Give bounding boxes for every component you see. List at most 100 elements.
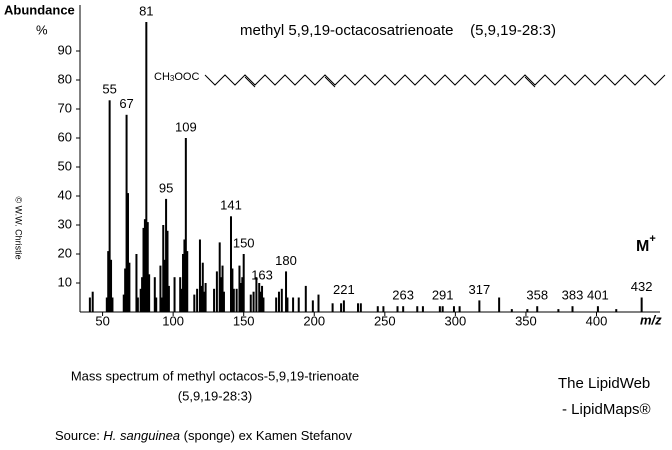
peak xyxy=(249,294,252,312)
peak xyxy=(203,291,206,312)
source: Source: H. sanguinea (sponge) ex Kamen S… xyxy=(55,428,353,443)
source-species: H. sanguinea xyxy=(103,428,180,443)
peak xyxy=(416,306,419,312)
y-tick-label: 80 xyxy=(58,71,72,86)
peak xyxy=(275,297,278,312)
peak xyxy=(231,268,234,312)
source-text: (sponge) ex Kamen Stefanov xyxy=(180,428,352,443)
peak xyxy=(136,297,139,312)
molecular-ion: M+ xyxy=(636,233,656,255)
peak xyxy=(167,285,170,312)
peak-label: 141 xyxy=(220,198,242,213)
peak xyxy=(213,288,216,312)
peak xyxy=(340,303,343,312)
peak xyxy=(286,297,289,312)
peak xyxy=(148,274,151,312)
peak xyxy=(107,251,110,312)
peak xyxy=(376,306,379,312)
peak xyxy=(596,306,599,312)
peak xyxy=(277,291,280,312)
peak xyxy=(193,294,196,312)
caption: Mass spectrum of methyl octacos-5,9,19-t… xyxy=(71,368,359,383)
peak xyxy=(317,294,320,312)
source-text: Source: xyxy=(55,428,103,443)
credit: The LipidWeb xyxy=(558,375,650,392)
peak xyxy=(526,309,529,312)
peak-label: 95 xyxy=(159,180,173,195)
x-tick-label: 150 xyxy=(233,313,255,328)
ion-symbol: M xyxy=(636,238,649,255)
credit: - LipidMaps® xyxy=(562,401,651,418)
peak xyxy=(128,262,131,312)
peak xyxy=(259,291,262,312)
y-tick-label: 60 xyxy=(58,129,72,144)
peak xyxy=(139,288,142,312)
x-tick-label: 200 xyxy=(303,313,325,328)
peak xyxy=(510,309,513,312)
copyright: © W.W. Christie xyxy=(14,196,24,259)
peak xyxy=(441,306,444,312)
peak xyxy=(124,268,127,312)
peak xyxy=(292,297,295,312)
peak xyxy=(222,291,225,312)
peak xyxy=(201,262,204,312)
peak-label: 55 xyxy=(102,82,116,97)
peak-label: 401 xyxy=(587,288,609,303)
peak xyxy=(142,227,145,312)
caption: (5,9,19-28:3) xyxy=(178,388,252,403)
peak xyxy=(331,303,334,312)
peak xyxy=(184,138,187,312)
peak xyxy=(122,294,125,312)
peak xyxy=(135,254,138,312)
peak xyxy=(232,288,235,312)
structure-part: OOC xyxy=(174,71,199,83)
peak xyxy=(196,288,199,312)
peak xyxy=(252,291,255,312)
peak xyxy=(557,309,560,312)
peak-label: 221 xyxy=(333,282,355,297)
x-tick-label: 350 xyxy=(515,313,537,328)
peak xyxy=(280,288,283,312)
y-unit: % xyxy=(36,22,48,37)
peak xyxy=(285,271,288,312)
peak-label: 358 xyxy=(526,288,548,303)
peak xyxy=(571,306,574,312)
peak xyxy=(458,306,461,312)
peak xyxy=(221,265,224,312)
peak xyxy=(125,114,128,312)
peak xyxy=(155,297,158,312)
peak xyxy=(357,303,360,312)
peak xyxy=(258,283,261,312)
peak xyxy=(91,291,94,312)
peak xyxy=(478,300,481,312)
peak xyxy=(304,285,307,312)
peak-label: 383 xyxy=(562,288,584,303)
peak xyxy=(182,254,185,312)
peak xyxy=(162,225,165,312)
peak xyxy=(261,285,264,312)
y-tick-label: 20 xyxy=(58,245,72,260)
peak-label: 263 xyxy=(392,288,414,303)
peak xyxy=(229,216,232,312)
peak xyxy=(218,242,221,312)
peak xyxy=(235,288,238,312)
structure-part: CH xyxy=(154,71,170,83)
peak-label: 180 xyxy=(275,253,297,268)
peak xyxy=(421,306,424,312)
x-tick-label: 250 xyxy=(374,313,396,328)
peak xyxy=(163,259,166,312)
peak xyxy=(165,198,168,312)
peak xyxy=(452,306,455,312)
double-bond xyxy=(244,76,256,88)
peak xyxy=(183,239,186,312)
peak-label: 163 xyxy=(251,267,273,282)
peak xyxy=(239,283,242,312)
peak-label: 67 xyxy=(119,96,133,111)
peak xyxy=(173,277,176,312)
x-tick-label: 50 xyxy=(95,313,109,328)
peak xyxy=(615,309,618,312)
double-bond xyxy=(324,76,336,88)
peak xyxy=(238,265,241,312)
peak xyxy=(143,219,146,312)
x-label: m/z xyxy=(640,312,662,327)
